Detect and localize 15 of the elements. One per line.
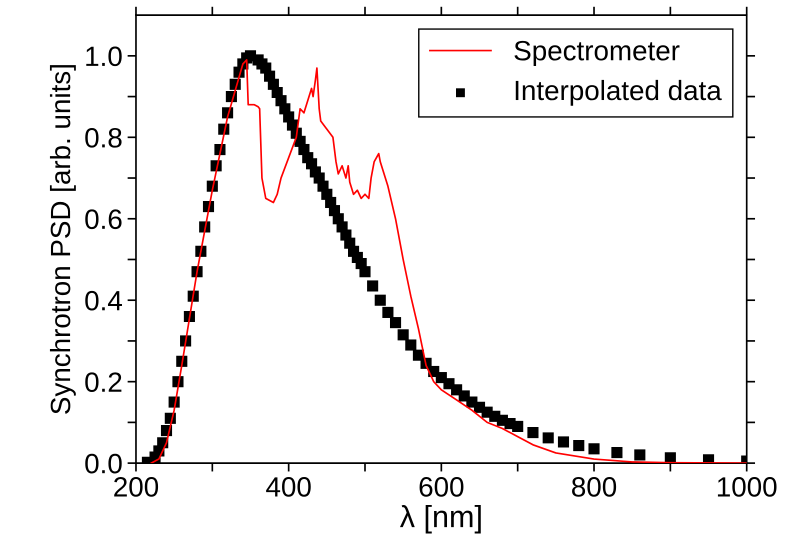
x-tick-label: 800 (572, 477, 616, 497)
legend-label: Spectrometer (514, 40, 680, 66)
y-tick-label: 0.0 (85, 454, 122, 474)
y-tick-label: 0.4 (85, 290, 122, 311)
y-tick-label: 0.6 (85, 209, 122, 230)
x-tick-label: 600 (420, 477, 464, 497)
y-tick-label: 0.2 (85, 372, 122, 392)
x-tick-label: 200 (114, 477, 158, 497)
y-tick-label: 0.8 (85, 128, 122, 148)
x-axis-title: λ [nm] (400, 504, 481, 534)
x-tick-label: 400 (266, 477, 311, 497)
legend-label: Interpolated data (516, 80, 722, 106)
x-tick-label: 1000 (718, 477, 777, 497)
y-axis-title: Synchrotron PSD [arb. units] (50, 65, 76, 414)
y-tick-label: 1.0 (86, 46, 122, 66)
